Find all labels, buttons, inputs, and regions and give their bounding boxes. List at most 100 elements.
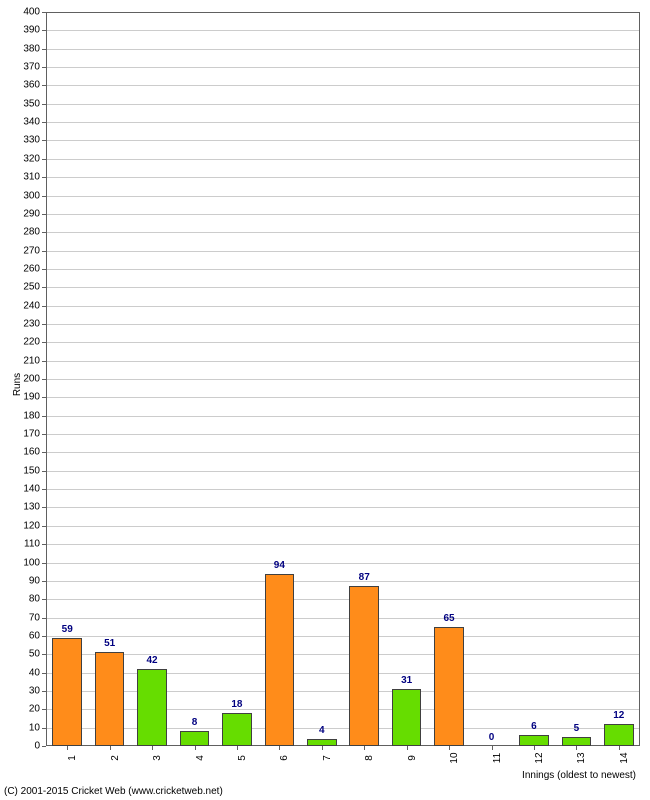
gridline (47, 618, 639, 619)
bar (265, 574, 295, 746)
x-tick (279, 746, 280, 750)
x-tick (322, 746, 323, 750)
y-tick-label: 260 (0, 263, 40, 274)
y-tick (42, 489, 46, 490)
y-tick (42, 342, 46, 343)
gridline (47, 177, 639, 178)
y-tick (42, 618, 46, 619)
y-tick (42, 471, 46, 472)
bar (137, 669, 167, 746)
y-tick-label: 280 (0, 227, 40, 238)
gridline (47, 471, 639, 472)
x-tick-label: 5 (237, 755, 248, 761)
gridline (47, 581, 639, 582)
y-tick-label: 380 (0, 43, 40, 54)
bar (562, 737, 592, 746)
bar-value-label: 18 (231, 699, 242, 710)
gridline (47, 287, 639, 288)
y-tick-label: 300 (0, 190, 40, 201)
x-tick (534, 746, 535, 750)
y-tick (42, 324, 46, 325)
y-tick-label: 350 (0, 98, 40, 109)
gridline (47, 416, 639, 417)
gridline (47, 361, 639, 362)
gridline (47, 140, 639, 141)
y-tick-label: 370 (0, 62, 40, 73)
y-tick-label: 180 (0, 410, 40, 421)
y-tick-label: 270 (0, 245, 40, 256)
gridline (47, 728, 639, 729)
y-tick-label: 40 (0, 667, 40, 678)
y-tick-label: 70 (0, 612, 40, 623)
bar (52, 638, 82, 746)
x-axis-label: Innings (oldest to newest) (522, 770, 636, 781)
y-tick (42, 673, 46, 674)
gridline (47, 85, 639, 86)
y-tick (42, 214, 46, 215)
gridline (47, 232, 639, 233)
y-tick-label: 220 (0, 337, 40, 348)
x-tick-label: 3 (152, 755, 163, 761)
bar-value-label: 6 (531, 721, 537, 732)
y-tick (42, 159, 46, 160)
gridline (47, 67, 639, 68)
x-tick (237, 746, 238, 750)
y-tick-label: 210 (0, 355, 40, 366)
y-tick (42, 30, 46, 31)
x-tick-label: 12 (534, 752, 545, 763)
y-tick (42, 85, 46, 86)
y-tick-label: 110 (0, 539, 40, 550)
bar (434, 627, 464, 746)
gridline (47, 673, 639, 674)
gridline (47, 709, 639, 710)
y-tick-label: 290 (0, 208, 40, 219)
x-tick (619, 746, 620, 750)
y-tick (42, 563, 46, 564)
y-tick (42, 287, 46, 288)
y-tick-label: 310 (0, 172, 40, 183)
y-tick (42, 544, 46, 545)
x-tick-label: 1 (67, 755, 78, 761)
y-tick (42, 397, 46, 398)
y-tick-label: 390 (0, 25, 40, 36)
y-tick (42, 122, 46, 123)
y-tick (42, 269, 46, 270)
x-tick-label: 11 (492, 753, 503, 763)
y-tick-label: 30 (0, 685, 40, 696)
bar (95, 652, 125, 746)
y-tick-label: 400 (0, 7, 40, 18)
bar (222, 713, 252, 746)
bar-value-label: 31 (401, 675, 412, 686)
gridline (47, 489, 639, 490)
x-tick-label: 13 (576, 752, 587, 763)
y-tick-label: 60 (0, 630, 40, 641)
y-tick (42, 361, 46, 362)
gridline (47, 636, 639, 637)
y-tick-label: 80 (0, 594, 40, 605)
gridline (47, 324, 639, 325)
y-tick (42, 599, 46, 600)
x-tick-label: 14 (619, 752, 630, 763)
x-tick (492, 746, 493, 750)
gridline (47, 30, 639, 31)
bar (392, 689, 422, 746)
x-tick-label: 9 (407, 755, 418, 761)
bar-value-label: 5 (574, 723, 580, 734)
y-tick-label: 10 (0, 722, 40, 733)
gridline (47, 49, 639, 50)
y-axis-label: Runs (12, 373, 23, 396)
y-tick-label: 240 (0, 300, 40, 311)
bar (604, 724, 634, 746)
bar-value-label: 42 (147, 655, 158, 666)
gridline (47, 507, 639, 508)
y-tick (42, 728, 46, 729)
gridline (47, 563, 639, 564)
bar (519, 735, 549, 746)
gridline (47, 654, 639, 655)
gridline (47, 122, 639, 123)
gridline (47, 526, 639, 527)
gridline (47, 196, 639, 197)
bar-value-label: 87 (359, 572, 370, 583)
y-tick (42, 232, 46, 233)
gridline (47, 691, 639, 692)
